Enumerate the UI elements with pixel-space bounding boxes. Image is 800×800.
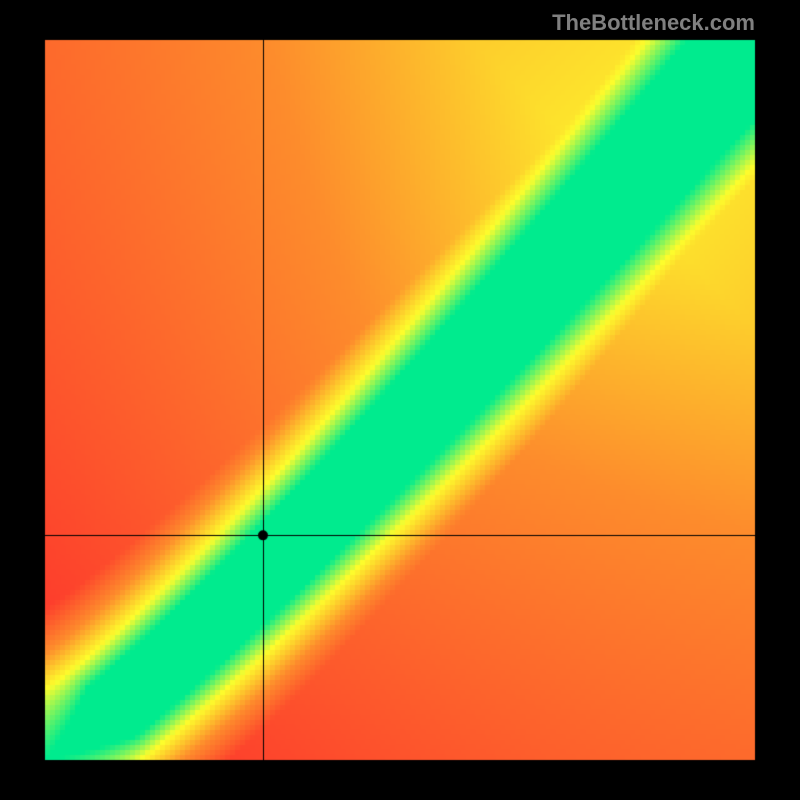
watermark-text: TheBottleneck.com xyxy=(552,10,755,36)
bottleneck-heatmap-chart xyxy=(0,0,800,800)
